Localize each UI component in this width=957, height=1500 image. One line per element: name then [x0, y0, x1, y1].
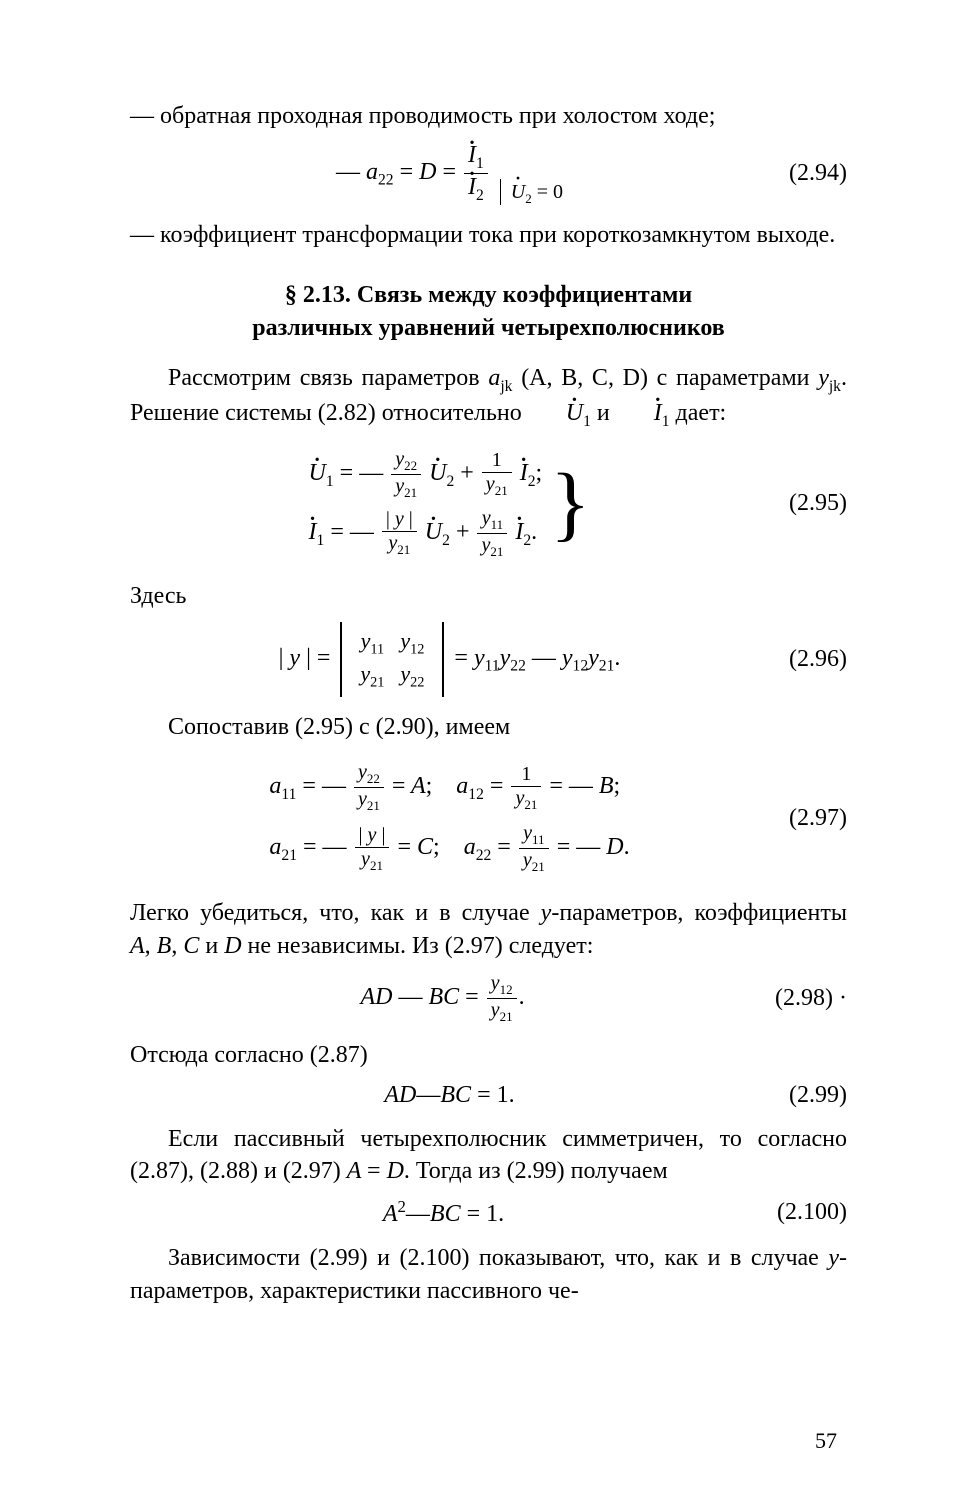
para-6: Отсюда согласно (2.87) — [130, 1039, 847, 1071]
page-number: 57 — [815, 1428, 837, 1454]
section-title-line1: § 2.13. Связь между коэффициентами — [285, 282, 692, 308]
para-intro-2: — коэффициент трансформации тока при кор… — [130, 219, 847, 251]
para5-b: -параметров, ко­эффициенты — [551, 900, 847, 926]
equation-2-100: A2—BC = 1. (2.100) — [130, 1197, 847, 1228]
para-8: Зависимости (2.99) и (2.100) показывают,… — [130, 1242, 847, 1307]
para-intro-1: — обратная проходная проводимость при хо… — [130, 100, 847, 132]
para8-a: Зависимости (2.99) и (2.100) показывают,… — [168, 1245, 828, 1271]
para5-c: и — [199, 933, 224, 959]
equation-2-94: — a22 = D = I1 I2 U2 = 0 (2.94) — [130, 142, 847, 205]
para5-d: не независимы. Из (2.97) сле­дует: — [242, 933, 594, 959]
para5-a: Легко убедиться, что, как и в случае — [130, 900, 541, 926]
equation-2-98: AD — BC = y12y21. (2.98) — [130, 972, 847, 1025]
eq-num-2-100: (2.100) — [757, 1199, 847, 1226]
para7-b: . Тогда из (2.99) получаем — [404, 1158, 668, 1184]
para-7: Если пассивный четырехполюсник симметрич… — [130, 1123, 847, 1188]
eq-num-2-99: (2.99) — [769, 1082, 847, 1109]
eq-num-2-94: (2.94) — [769, 160, 847, 187]
para-here: Здесь — [130, 580, 847, 612]
page: — обратная проходная проводимость при хо… — [0, 0, 957, 1500]
para-3: Рассмотрим связь параметров ajk (A, B, C… — [130, 362, 847, 432]
para-4: Сопоставив (2.95) с (2.90), имеем — [130, 711, 847, 743]
equation-2-97: a11 = — y22y21 = A; a12 = 1y21 = — B; a2… — [130, 753, 847, 883]
equation-2-99: AD—BC = 1. (2.99) — [130, 1082, 847, 1109]
para3-d: и — [591, 400, 616, 426]
equation-2-96: | y | = y11y12 y21y22 = y11y22 — y12y21.… — [130, 622, 847, 697]
para3-e: дает: — [670, 400, 727, 426]
para3-a: Рассмотрим связь параметров — [168, 365, 488, 391]
section-title: § 2.13. Связь между коэффициентами разли… — [130, 279, 847, 344]
eq-num-2-98: (2.98) — [755, 985, 847, 1012]
section-title-line2: различных уравнений четырехполюсников — [252, 315, 724, 341]
eq-num-2-97: (2.97) — [769, 805, 847, 832]
eq-num-2-95: (2.95) — [769, 490, 847, 517]
para-5: Легко убедиться, что, как и в случае y-п… — [130, 897, 847, 962]
equation-2-95: U1 = — y22y21 U2 + 1y21 I2; I1 = — | y |… — [130, 442, 847, 566]
eq-num-2-96: (2.96) — [769, 646, 847, 673]
